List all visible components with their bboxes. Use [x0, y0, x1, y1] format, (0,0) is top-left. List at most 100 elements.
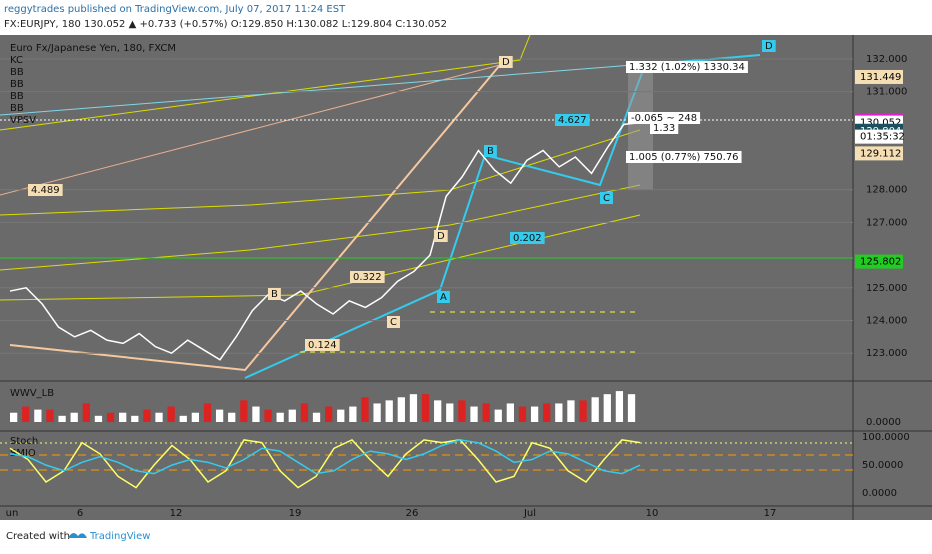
y-tick-label: 124.000 [866, 316, 907, 327]
footer-created: Created with [6, 531, 70, 542]
volume-bar [434, 400, 442, 422]
volume-bar [106, 412, 115, 422]
annotation-bg [600, 192, 613, 204]
volume-bar [591, 397, 599, 422]
annotation: C [390, 317, 397, 328]
y-tick-label: 132.000 [866, 54, 907, 65]
indicator-label: BB [10, 67, 24, 78]
annotation-bg [350, 271, 385, 283]
volume-bar [46, 409, 54, 422]
volume-bar [10, 412, 18, 422]
annotation: D [502, 57, 510, 68]
annotation-bg [305, 339, 340, 351]
indicator-label: KC [10, 55, 23, 66]
volume-bar [470, 406, 478, 422]
annotation: A [440, 292, 447, 303]
volume-bar [361, 397, 369, 422]
volume-bar [264, 409, 272, 422]
volume-bar [155, 412, 163, 422]
x-tick-label: 17 [764, 508, 777, 519]
volume-bar [494, 409, 502, 422]
osc-line [9, 439, 641, 475]
annotation: 0.202 [513, 233, 542, 244]
x-tick-label: 26 [406, 508, 419, 519]
y-tick-label: 123.000 [866, 348, 907, 359]
pane-label: WWV_LB [10, 388, 54, 399]
indicator-label: BB [10, 103, 24, 114]
volume-bar [555, 403, 563, 422]
countdown: 01:35:32 [860, 132, 905, 143]
y-tick-label: 127.000 [866, 217, 907, 228]
y-tick-label: 0.0000 [862, 488, 897, 499]
y-tick-label: 0.0000 [866, 417, 901, 428]
annotation-bg [499, 56, 513, 68]
annotation-bg [28, 184, 63, 196]
volume-bar [300, 403, 309, 422]
annotation: 1.33 [653, 123, 675, 134]
volume-bar [397, 397, 405, 422]
volume-bar [543, 403, 551, 422]
annotation: 1.332 (1.02%) 1330.34 [629, 62, 745, 73]
annotation: D [437, 231, 445, 242]
y-tick-label: 125.000 [866, 283, 907, 294]
volume-bar [276, 412, 284, 422]
price-marker-label: 125.802 [860, 257, 901, 268]
annotation: -0.065 ~ 248 [631, 113, 697, 124]
annotation-bg [626, 61, 748, 73]
y-tick-label: 128.000 [866, 185, 907, 196]
volume-bar [131, 415, 139, 422]
volume-bar [349, 406, 357, 422]
volume-bar [337, 409, 345, 422]
measure-box [628, 65, 653, 190]
annotation-bg [650, 122, 679, 134]
volume-bar [167, 406, 175, 422]
x-tick-label: un [6, 508, 19, 519]
volume-bar [421, 394, 430, 422]
volume-bar [409, 394, 418, 422]
kc-line [0, 184, 641, 271]
trend-line [0, 64, 501, 196]
x-tick-label: 19 [289, 508, 302, 519]
indicator-label: Euro Fx/Japanese Yen, 180, FXCM [10, 43, 176, 54]
annotation: 4.489 [31, 185, 60, 196]
y-tick-label: 100.0000 [862, 432, 910, 443]
volume-bar [312, 412, 321, 422]
annotation: C [603, 193, 610, 204]
header-line1: reggytrades published on TradingView.com… [4, 4, 346, 15]
annotation-bg [387, 316, 400, 328]
footer-brand: TradingView [89, 531, 150, 542]
footer-bg [0, 520, 932, 550]
annotation-bg [762, 40, 776, 52]
annotation-bg [626, 151, 742, 163]
price-marker [855, 146, 903, 161]
annotation: 1.005 (0.77%) 750.76 [629, 152, 739, 163]
indicator-label: BB [10, 91, 24, 102]
annotation: 4.627 [558, 115, 587, 126]
volume-bar [567, 400, 575, 422]
volume-bar [385, 400, 393, 422]
annotation-bg [510, 232, 545, 244]
volume-bar [518, 406, 527, 422]
x-tick-label: 10 [646, 508, 659, 519]
volume-bar [252, 406, 260, 422]
volume-bar [627, 394, 636, 422]
price-marker-label: 129.112 [860, 148, 901, 159]
brand-icon [68, 532, 87, 538]
price-marker [855, 254, 903, 269]
price-line [9, 121, 641, 361]
volume-bar [143, 409, 151, 422]
annotation-bg [628, 112, 701, 124]
y-tick-label: 131.000 [866, 87, 907, 98]
x-tick-label: 6 [77, 508, 83, 519]
annotation-bg [555, 114, 590, 126]
price-marker [855, 69, 903, 84]
countdown-bg [855, 129, 903, 144]
x-tick-label: 12 [170, 508, 183, 519]
volume-bar [82, 403, 90, 422]
volume-bar [203, 403, 212, 422]
volume-bar [482, 403, 490, 422]
volume-bar [446, 403, 454, 422]
volume-bar [530, 406, 539, 422]
